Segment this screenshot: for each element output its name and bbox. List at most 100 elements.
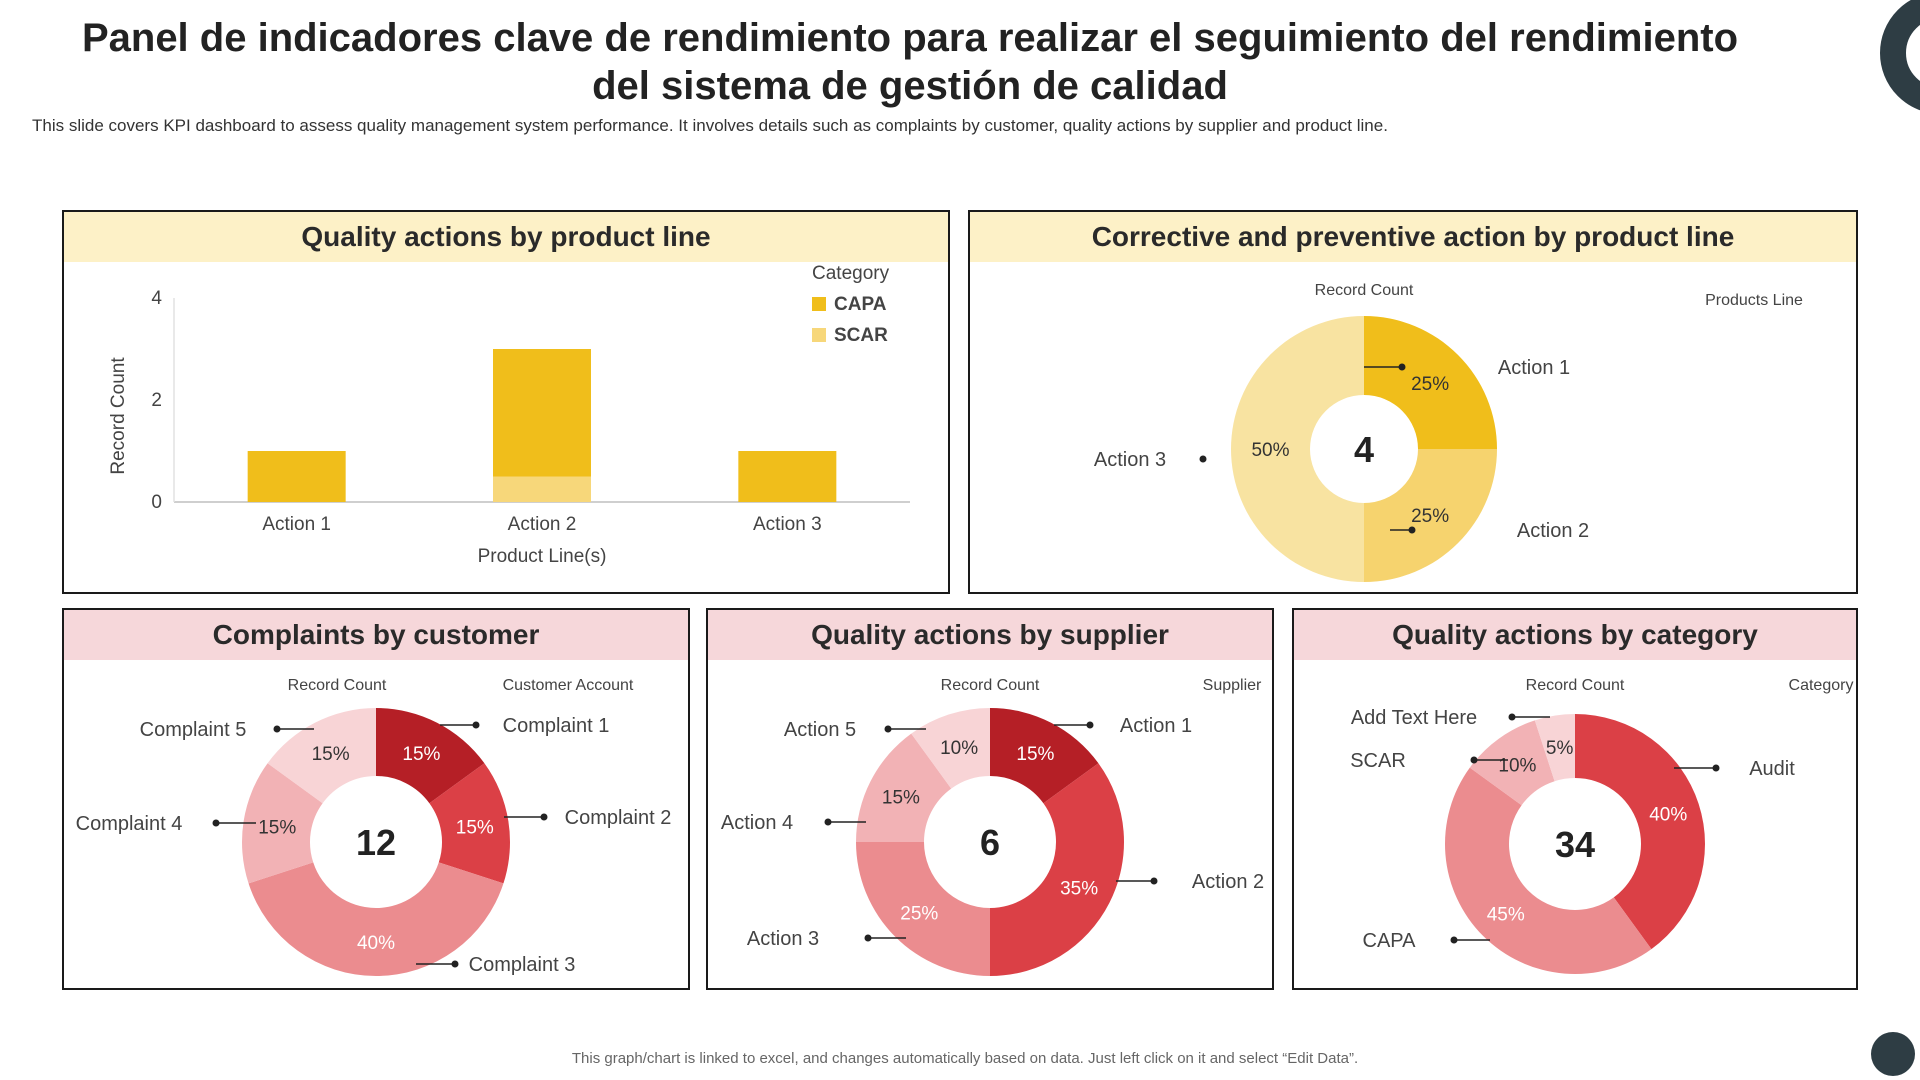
y-tick-label: 2 (151, 390, 162, 411)
donut-slice (1534, 714, 1575, 782)
slice-percent-label: 15% (258, 817, 296, 838)
panel-title: Quality actions by category (1294, 610, 1856, 660)
donut-chart: 25% Action 1 25% Action 2 50% Action 3 4 Record… (1094, 282, 1803, 582)
donut-slice (267, 708, 376, 804)
leader-dot (864, 934, 872, 942)
donut-slice (1469, 720, 1555, 806)
leader-dot (1450, 936, 1458, 944)
donut-slice (248, 862, 504, 976)
donut-slice (1231, 316, 1364, 582)
value-field-label: Record Count (288, 677, 387, 694)
legend-field-label: Supplier (1203, 677, 1262, 694)
page-title: Panel de indicadores clave de rendimient… (81, 16, 1739, 108)
slice-percent-label: 40% (357, 933, 395, 954)
leader-dot (1712, 764, 1720, 772)
slice-category-label: CAPA (1363, 930, 1417, 952)
donut-center-total: 34 (1555, 824, 1595, 865)
slice-category-label: Audit (1749, 758, 1795, 780)
value-field-label: Record Count (1315, 282, 1414, 299)
slice-category-label: Action 4 (721, 812, 793, 834)
slice-category-label: Add Text Here (1351, 707, 1477, 729)
donut-slice (241, 763, 323, 884)
leader-dot (884, 725, 892, 733)
donut-slice (856, 842, 990, 976)
x-tick-label: Action 3 (753, 514, 822, 535)
leader-dot (1508, 713, 1516, 721)
leader-dot (1398, 363, 1406, 371)
page-subtitle: This slide covers KPI dashboard to asses… (32, 116, 1388, 135)
slice-category-label: Action 1 (1498, 357, 1570, 379)
legend-swatch (812, 297, 826, 311)
donut-center-total: 4 (1354, 429, 1374, 470)
slice-percent-label: 10% (1498, 756, 1536, 777)
donut-slice (429, 763, 510, 884)
slice-percent-label: 15% (456, 817, 494, 838)
legend-title: Category (812, 263, 890, 284)
donut-slice (1364, 449, 1497, 582)
bar-capa (493, 349, 591, 477)
x-axis-label: Product Line(s) (478, 546, 607, 567)
slice-percent-label: 15% (312, 744, 350, 765)
panel-complaints-by-customer: Complaints by customer 15% Complaint 1 15%… (62, 608, 690, 990)
slice-category-label: Action 3 (747, 928, 819, 950)
x-tick-label: Action 1 (262, 514, 331, 535)
donut-center-total: 12 (356, 822, 396, 863)
slice-percent-label: 50% (1251, 440, 1289, 461)
decorative-dot-icon (1871, 1032, 1915, 1076)
donut-chart: 15% Complaint 1 15% Complaint 2 40% Complaint… (76, 677, 672, 976)
panel-quality-actions-by-product-line: Quality actions by product line 0 2 4 Actio… (62, 210, 950, 594)
footer-note: This graph/chart is linked to excel, and… (571, 1050, 1359, 1067)
leader-dot (212, 819, 220, 827)
leader-dot (1408, 526, 1416, 534)
slice-category-label: Complaint 3 (469, 954, 576, 976)
donut-chart: 15% Action 1 35% Action 2 25% Action 3 15% Acti… (721, 677, 1264, 976)
donut-slice (990, 763, 1124, 976)
legend-field-label: Products Line (1705, 292, 1803, 309)
slice-percent-label: 15% (882, 788, 920, 809)
panel-title: Complaints by customer (64, 610, 688, 660)
slice-percent-label: 15% (402, 744, 440, 765)
slice-category-label: Complaint 1 (503, 715, 610, 737)
slice-percent-label: 35% (1060, 878, 1098, 899)
donut-slice (911, 708, 990, 789)
legend-field-label: Category (1789, 677, 1854, 694)
legend-label: SCAR (834, 325, 888, 346)
slice-percent-label: 15% (1016, 744, 1054, 765)
leader-dot (540, 813, 548, 821)
slice-category-label: SCAR (1350, 750, 1406, 772)
slice-category-label: Action 2 (1517, 520, 1589, 542)
leader-dot (273, 725, 281, 733)
slice-percent-label: 10% (940, 738, 978, 759)
y-tick-label: 0 (151, 492, 162, 513)
leader-dot (472, 721, 480, 729)
donut-slice (990, 708, 1099, 804)
decorative-ring-icon (1880, 0, 1920, 114)
leader-dot (824, 818, 832, 826)
slice-percent-label: 25% (1411, 374, 1449, 395)
leader-dot (451, 960, 459, 968)
panel-quality-actions-by-supplier: Quality actions by supplier 15% Action 1 3… (706, 608, 1274, 990)
donut-slice (376, 708, 485, 804)
leader-dot (1199, 455, 1207, 463)
panel-capa-by-product-line: Corrective and preventive action by prod… (968, 210, 1858, 594)
leader-dot (1470, 756, 1478, 764)
panel-quality-actions-by-category: Quality actions by category 40% Audit 45% C… (1292, 608, 1858, 990)
slice-category-label: Action 1 (1120, 715, 1192, 737)
bar-capa (738, 451, 837, 502)
panel-title: Corrective and preventive action by prod… (970, 212, 1856, 262)
x-tick-label: Action 2 (508, 514, 577, 535)
slice-percent-label: 5% (1546, 738, 1574, 759)
panel-title: Quality actions by supplier (708, 610, 1272, 660)
value-field-label: Record Count (1526, 677, 1625, 694)
slice-percent-label: 25% (900, 904, 938, 925)
bar-chart: 0 2 4 Action 1 Action 2 Action 3 Product Line(… (108, 263, 910, 567)
donut-chart: 40% Audit 45% CAPA 10% SCAR 5% Add Text Here 34 R… (1350, 677, 1854, 974)
leader-dot (1086, 721, 1094, 729)
legend-field-label: Customer Account (503, 677, 634, 694)
bar-scar (493, 476, 591, 502)
slice-category-label: Complaint 2 (565, 807, 672, 829)
slice-category-label: Action 3 (1094, 449, 1166, 471)
slice-category-label: Action 2 (1192, 871, 1264, 893)
y-axis-label: Record Count (108, 357, 129, 475)
value-field-label: Record Count (941, 677, 1040, 694)
